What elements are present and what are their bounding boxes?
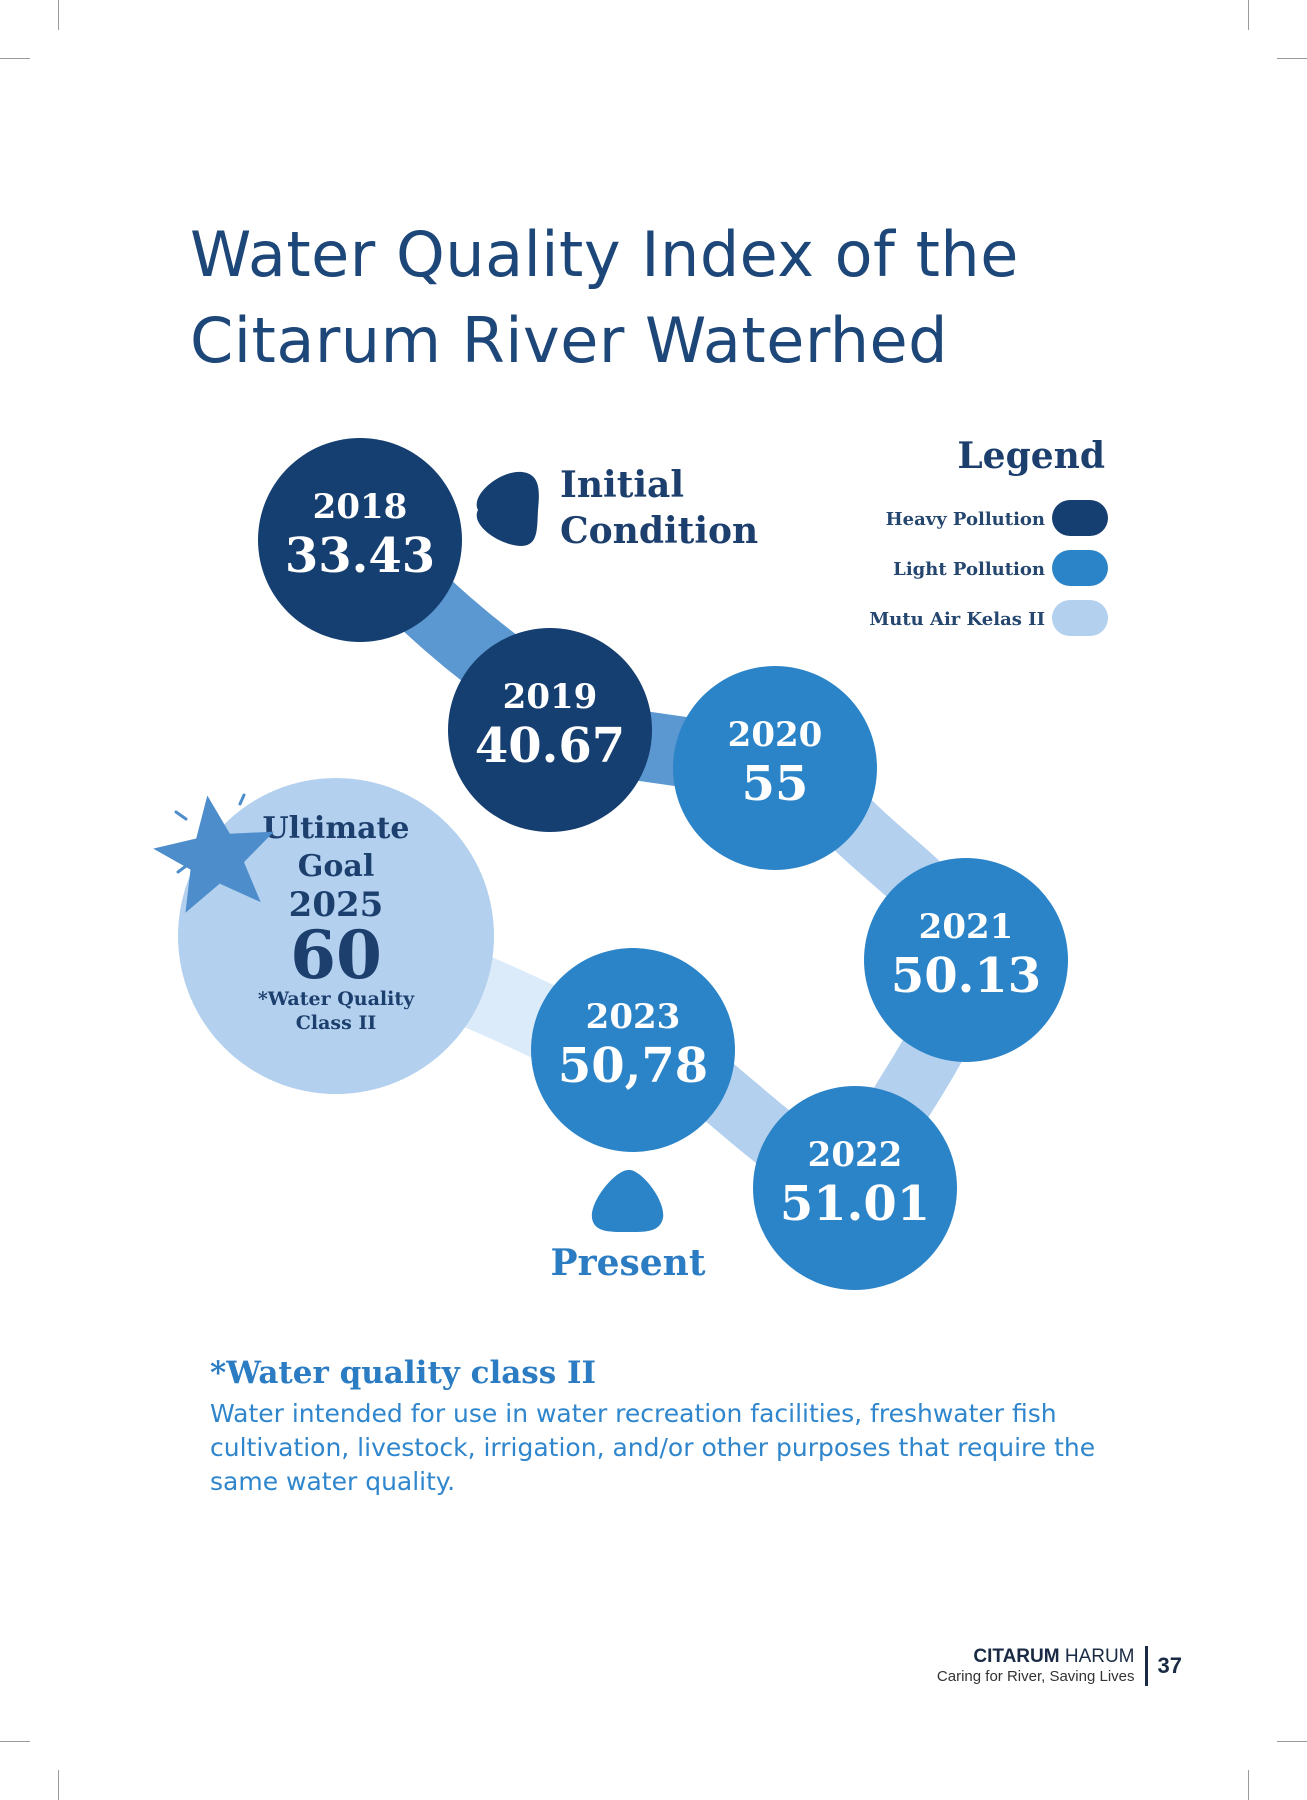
crop-mark [58, 1770, 59, 1800]
goal-note-line2: Class II [296, 1012, 377, 1034]
bubble-year-2021: 2021 [919, 907, 1014, 947]
goal-bubble: Ultimate Goal 2025 60 *Water Quality Cla… [178, 778, 494, 1094]
crop-mark [1277, 1741, 1307, 1742]
goal-circle [178, 778, 494, 1094]
legend-label-1: Light Pollution [893, 559, 1045, 580]
pointer-left-icon [476, 471, 539, 546]
page-number: 37 [1157, 1653, 1182, 1678]
bubble-year-2023: 2023 [586, 997, 681, 1037]
footer-brand: CITARUM HARUM [973, 1646, 1135, 1667]
legend-label-2: Mutu Air Kelas II [869, 609, 1045, 630]
crop-mark [0, 1741, 30, 1742]
goal-line2: Goal [298, 849, 374, 884]
bubble-circle-2018 [258, 438, 462, 642]
goal-note-line1: *Water Quality [258, 988, 415, 1010]
page-title: Water Quality Index of the Citarum River… [190, 212, 1190, 384]
footnote-title: *Water quality class II [210, 1355, 597, 1391]
pointer-up-icon [591, 1169, 664, 1233]
bubble-circle-2022 [753, 1086, 957, 1290]
bubble-year-2022: 2022 [808, 1135, 903, 1175]
bubble-value-2021: 50.13 [891, 948, 1041, 1004]
footnote-body: Water intended for use in water recreati… [210, 1399, 1096, 1496]
legend-swatch-1 [1052, 550, 1108, 586]
bubble-year-2020: 2020 [728, 715, 823, 755]
bubble-value-2019: 40.67 [475, 718, 625, 774]
initial-line1: Initial [560, 464, 684, 506]
present-label: Present [551, 1242, 706, 1284]
bubble-circle-2023 [531, 948, 735, 1152]
present-annotation: Present [551, 1169, 706, 1284]
crop-mark [0, 58, 30, 59]
title-line-1: Water Quality Index of the [190, 218, 1019, 291]
bubble-year-2019: 2019 [503, 677, 598, 717]
bubble-value-2023: 50,78 [558, 1038, 708, 1094]
page-footer: CITARUM HARUM Caring for River, Saving L… [937, 1646, 1182, 1686]
bubble-circle-2020 [673, 666, 877, 870]
goal-year: 2025 [289, 885, 384, 925]
crop-mark [1277, 58, 1307, 59]
legend-swatch-0 [1052, 500, 1108, 536]
bubble-circle-2019 [448, 628, 652, 832]
bubble-value-2018: 33.43 [285, 528, 435, 584]
legend: Legend Heavy Pollution Light Pollution Mut… [869, 435, 1108, 636]
bubble-value-2022: 51.01 [780, 1176, 930, 1232]
footer-tagline: Caring for River, Saving Lives [936, 1668, 1135, 1685]
bubble-value-2020: 55 [742, 756, 809, 812]
bubble-circle-2021 [864, 858, 1068, 1062]
crop-mark [58, 0, 59, 30]
footnote: *Water quality class II Water intended f… [210, 1355, 1110, 1499]
bubble-year-2018: 2018 [313, 487, 408, 527]
title-line-2: Citarum River Waterhed [190, 304, 949, 377]
goal-line1: Ultimate [263, 811, 410, 846]
goal-value: 60 [290, 916, 382, 994]
crop-mark [1248, 0, 1249, 30]
footer-divider [1144, 1646, 1148, 1686]
legend-swatch-2 [1052, 600, 1108, 636]
initial-line2: Condition [560, 510, 758, 552]
water-quality-chart: Ultimate Goal 2025 60 *Water Quality Cla… [153, 435, 1108, 1290]
legend-label-0: Heavy Pollution [886, 509, 1045, 530]
legend-title: Legend [957, 435, 1105, 477]
initial-condition-annotation: Initial Condition [476, 464, 758, 552]
star-icon [153, 793, 275, 913]
crop-mark [1248, 1770, 1249, 1800]
